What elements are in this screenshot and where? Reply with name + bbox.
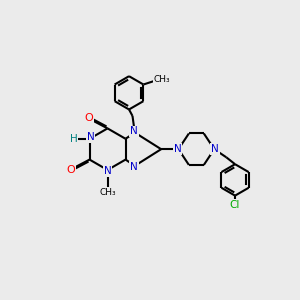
- Text: Cl: Cl: [230, 200, 240, 210]
- Text: CH₃: CH₃: [154, 75, 170, 84]
- Text: N: N: [174, 144, 182, 154]
- Text: N: N: [130, 162, 138, 172]
- Text: N: N: [211, 144, 219, 154]
- Text: O: O: [66, 164, 75, 175]
- Text: O: O: [84, 113, 93, 124]
- Text: N: N: [87, 132, 94, 142]
- Text: N: N: [104, 167, 111, 176]
- Text: CH₃: CH₃: [99, 188, 116, 197]
- Text: N: N: [130, 126, 138, 136]
- Text: H: H: [70, 134, 77, 144]
